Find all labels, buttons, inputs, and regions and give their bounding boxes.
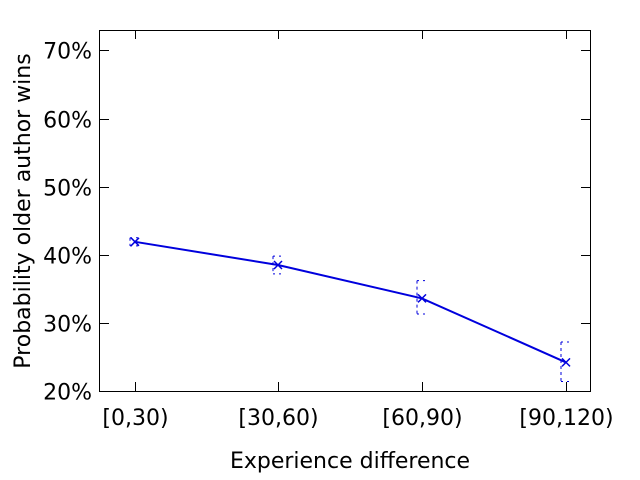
x-axis-label: Experience difference — [230, 449, 470, 474]
error-bar — [272, 255, 283, 275]
y-tick-label: 30% — [43, 313, 92, 338]
x-axis: [0,30) [30,60) [60,90) [90,120) — [102, 30, 614, 431]
x-tick-label: [30,60) — [238, 406, 318, 431]
error-bar — [560, 341, 571, 382]
x-tick-label: [0,30) — [102, 406, 168, 431]
y-tick-label: 50% — [43, 177, 92, 202]
y-tick-label: 60% — [43, 109, 92, 134]
y-tick-label: 20% — [43, 381, 92, 406]
series-group — [129, 237, 571, 382]
data-point — [130, 237, 140, 247]
x-tick-label: [90,120) — [519, 406, 613, 431]
y-tick-label: 40% — [43, 245, 92, 270]
y-tick-label: 70% — [43, 40, 92, 65]
data-point — [417, 293, 427, 303]
plot-frame — [99, 30, 591, 392]
data-point — [561, 357, 571, 367]
y-axis-label: Probability older author wins — [11, 53, 36, 368]
y-axis: 20% 30% 40% 50% 60% 70% — [43, 40, 590, 406]
x-tick-label: [60,90) — [382, 406, 462, 431]
series-line — [134, 240, 567, 364]
error-bar — [416, 280, 427, 315]
data-point — [273, 260, 283, 270]
